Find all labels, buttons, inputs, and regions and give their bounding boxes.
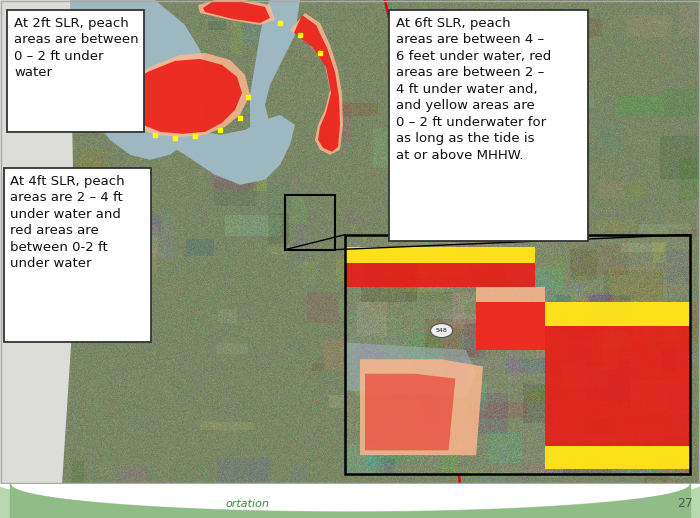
Polygon shape <box>360 359 483 455</box>
Text: 5: 5 <box>416 156 420 161</box>
Polygon shape <box>198 0 275 25</box>
Polygon shape <box>203 2 270 23</box>
Text: At 2ft SLR, peach
areas are between
0 – 2 ft under
water: At 2ft SLR, peach areas are between 0 – … <box>14 17 139 79</box>
Polygon shape <box>545 445 690 469</box>
Polygon shape <box>345 247 535 287</box>
Polygon shape <box>90 53 250 137</box>
Polygon shape <box>0 0 75 484</box>
Polygon shape <box>100 59 242 134</box>
Polygon shape <box>290 13 343 155</box>
Polygon shape <box>545 302 690 326</box>
Text: 548: 548 <box>435 328 447 333</box>
Polygon shape <box>345 247 535 264</box>
FancyBboxPatch shape <box>389 10 588 241</box>
Polygon shape <box>476 287 545 350</box>
Bar <box>345 235 690 474</box>
Polygon shape <box>0 0 210 160</box>
Text: 27: 27 <box>677 497 693 510</box>
Bar <box>285 195 335 250</box>
Text: At 4ft SLR, peach
areas are 2 – 4 ft
under water and
red areas are
between 0-2 f: At 4ft SLR, peach areas are 2 – 4 ft und… <box>10 175 125 270</box>
Text: At 6ft SLR, peach
areas are between 4 –
6 feet under water, red
areas are betwee: At 6ft SLR, peach areas are between 4 – … <box>395 17 551 162</box>
Polygon shape <box>160 115 295 185</box>
Polygon shape <box>345 342 476 398</box>
FancyBboxPatch shape <box>7 10 143 132</box>
Polygon shape <box>408 145 428 165</box>
Text: I: I <box>417 150 419 155</box>
Polygon shape <box>294 15 340 152</box>
Polygon shape <box>250 0 300 155</box>
FancyBboxPatch shape <box>4 168 150 342</box>
Text: ortation: ortation <box>225 499 269 509</box>
Ellipse shape <box>430 324 453 338</box>
Polygon shape <box>476 302 545 350</box>
Polygon shape <box>365 373 456 450</box>
Polygon shape <box>545 302 690 469</box>
